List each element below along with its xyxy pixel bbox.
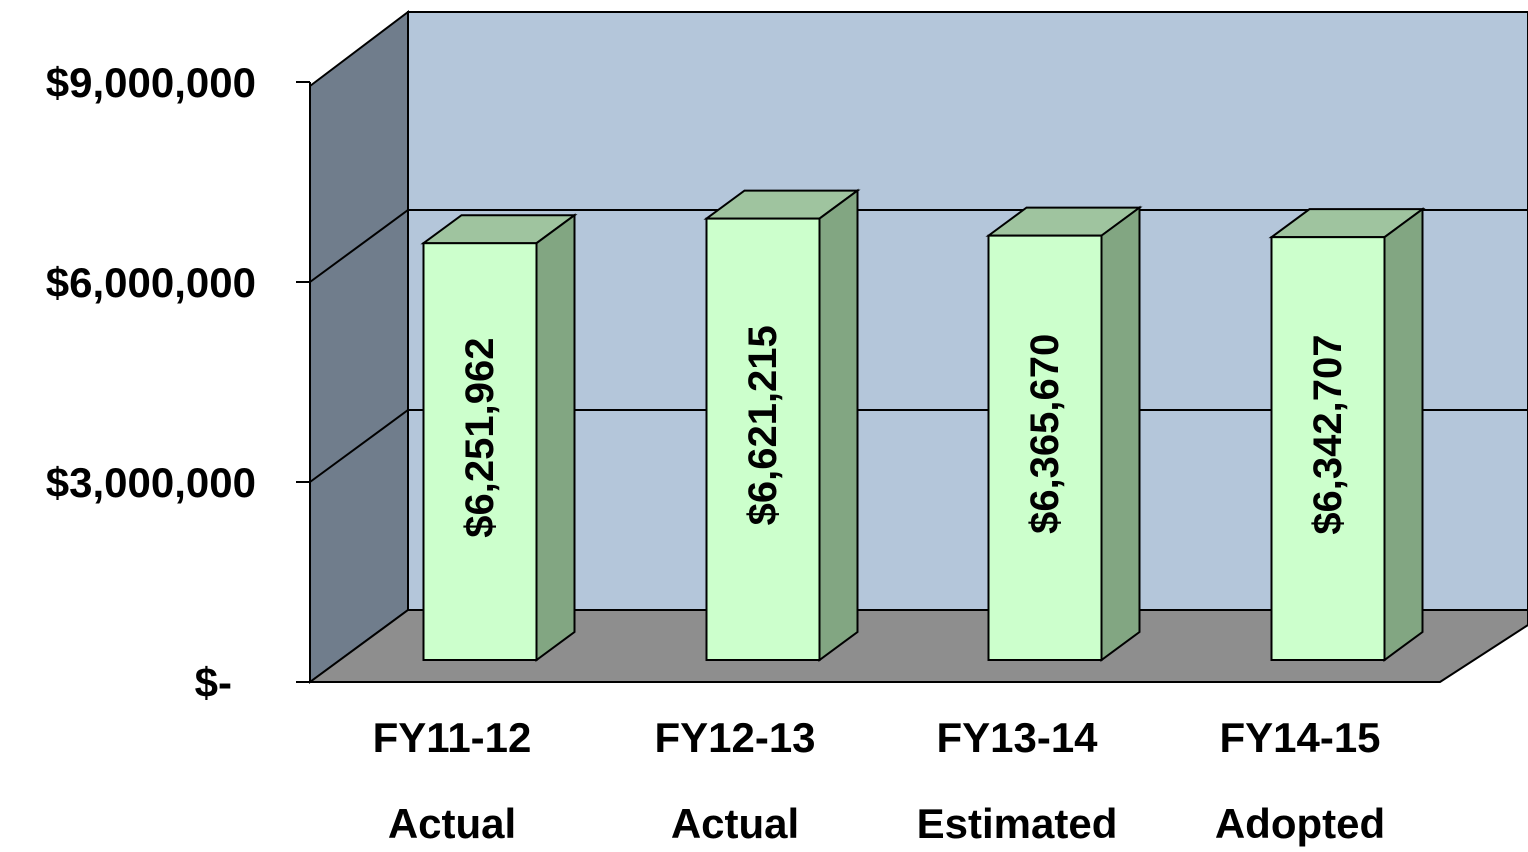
side-wall xyxy=(309,9,409,684)
y-tick-label: $3,000,000 xyxy=(46,459,256,506)
bar-side-face xyxy=(1100,205,1141,662)
bar-side-face xyxy=(1383,207,1424,662)
bar-front-face xyxy=(422,242,538,661)
y-axis: $- $3,000,000 $6,000,000 $9,000,000 xyxy=(46,59,311,706)
data-label: $6,342,707 xyxy=(1306,334,1350,534)
y-tick-label: $- xyxy=(195,659,232,706)
bar-front-face xyxy=(987,234,1103,661)
x-tick-label: Actual xyxy=(671,800,799,847)
bar: $6,342,707 xyxy=(1268,207,1426,662)
x-axis: FY11-12 Actual FY12-13 Actual FY13-14 Estimat… xyxy=(310,681,1440,847)
bar: $6,251,962 xyxy=(420,213,578,662)
bar-front-face xyxy=(1270,236,1386,661)
bar: $6,621,215 xyxy=(703,188,861,662)
data-label: $6,251,962 xyxy=(458,337,502,537)
bar: $6,365,670 xyxy=(985,205,1143,662)
x-tick-label: Adopted xyxy=(1215,800,1385,847)
bar-front-face xyxy=(705,217,821,661)
x-tick-label: FY13-14 xyxy=(936,714,1098,761)
bars: $6,251,962 $6,621,215 $6,365,670 $6,342,707 xyxy=(420,188,1426,662)
data-label: $6,365,670 xyxy=(1023,334,1067,534)
x-tick-label: FY14-15 xyxy=(1219,714,1380,761)
bar-side-face xyxy=(535,213,576,662)
bar-side-face xyxy=(818,188,859,662)
chart-walls xyxy=(306,9,1528,684)
gridlines xyxy=(309,209,1528,483)
y-tick-label: $9,000,000 xyxy=(46,59,256,106)
x-tick-label: Estimated xyxy=(917,800,1118,847)
x-tick-label: FY11-12 xyxy=(373,714,532,761)
x-tick-label: Actual xyxy=(388,800,516,847)
x-tick-label: FY12-13 xyxy=(654,714,815,761)
gridline xyxy=(309,209,1528,283)
gridline xyxy=(309,409,1528,483)
y-tick-label: $6,000,000 xyxy=(46,259,256,306)
data-label: $6,621,215 xyxy=(741,325,785,525)
